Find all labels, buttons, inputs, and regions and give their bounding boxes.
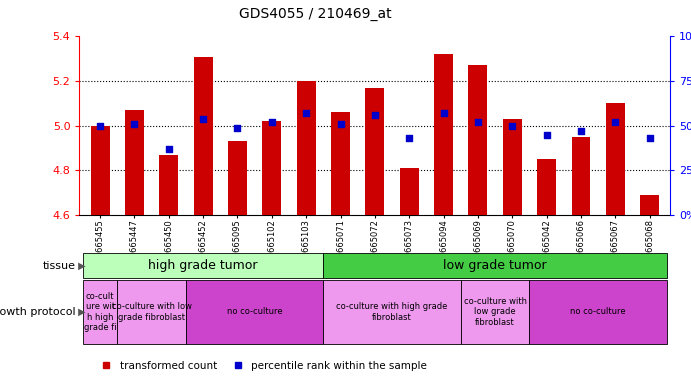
Bar [503,119,522,215]
Bar [91,126,109,215]
Bar [186,280,323,344]
Text: ▶: ▶ [75,261,86,271]
Text: tissue: tissue [43,261,76,271]
Point [232,124,243,131]
Bar [537,159,556,215]
Point [95,123,106,129]
Point [335,121,346,127]
Point [609,119,621,125]
Text: no co-culture: no co-culture [570,308,626,316]
Bar [323,280,461,344]
Point [198,116,209,122]
Text: co-cult
ure wit
h high
grade fi: co-cult ure wit h high grade fi [84,292,116,332]
Point [473,119,484,125]
Bar [263,121,281,215]
Text: no co-culture: no co-culture [227,308,283,316]
Bar [323,253,667,278]
Bar [461,280,529,344]
Point [266,119,277,125]
Point [644,135,655,141]
Point [301,110,312,116]
Bar [400,168,419,215]
Point [507,123,518,129]
Text: low grade tumor: low grade tumor [444,260,547,272]
Point [163,146,174,152]
Text: co-culture with high grade
fibroblast: co-culture with high grade fibroblast [337,302,448,322]
Point [541,132,552,138]
Point [404,135,415,141]
Text: high grade tumor: high grade tumor [149,260,258,272]
Bar [83,280,117,344]
Bar [296,81,316,215]
Bar [468,66,487,215]
Bar [571,137,590,215]
Text: co-culture with
low grade
fibroblast: co-culture with low grade fibroblast [464,297,527,327]
Text: co-culture with low
grade fibroblast: co-culture with low grade fibroblast [112,302,191,322]
Bar [125,110,144,215]
Bar [529,280,667,344]
Text: ▶: ▶ [75,307,86,317]
Bar [641,195,659,215]
Bar [160,155,178,215]
Point [369,112,380,118]
Bar [193,56,213,215]
Point [438,110,449,116]
Bar [331,113,350,215]
Bar [83,253,323,278]
Point [576,128,587,134]
Bar [434,55,453,215]
Point [129,121,140,127]
Text: GDS4055 / 210469_at: GDS4055 / 210469_at [240,7,392,21]
Bar [366,88,384,215]
Bar [117,280,186,344]
Text: growth protocol: growth protocol [0,307,76,317]
Legend: transformed count, percentile rank within the sample: transformed count, percentile rank withi… [92,357,431,375]
Bar [228,141,247,215]
Bar [606,103,625,215]
